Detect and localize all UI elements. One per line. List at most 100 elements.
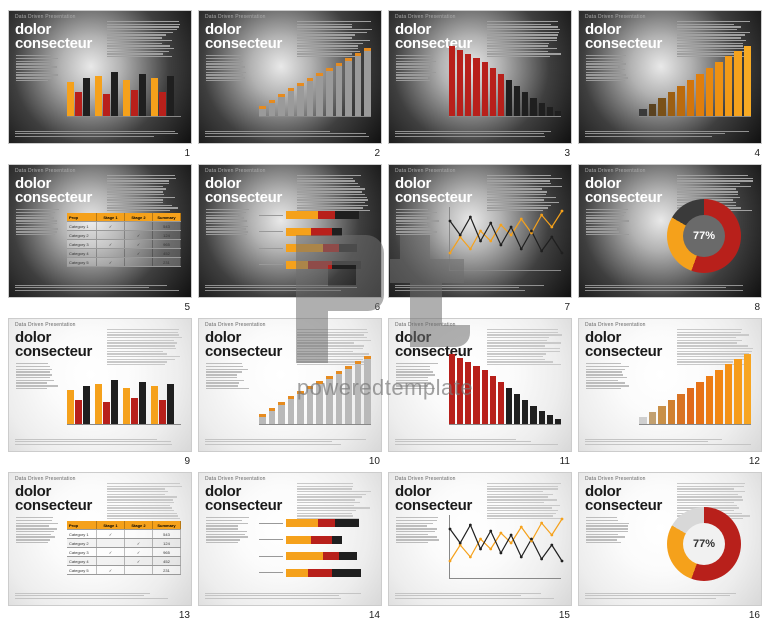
hbar-row — [259, 519, 371, 527]
table-row: Category 3✓✓965 — [67, 240, 181, 249]
slide-number: 4 — [754, 148, 760, 159]
hbar-row — [259, 552, 371, 560]
donut-pct-label: 77% — [683, 215, 725, 257]
slide-thumbnail[interactable]: Data Driven Presentationdolorconsecteur1… — [578, 318, 762, 466]
table-row: Category 2✓124 — [67, 539, 181, 548]
slide-pretitle: Data Driven Presentation — [205, 322, 266, 328]
slide-thumbnail[interactable]: Data Driven Presentationdolorconsecteur1… — [198, 472, 382, 620]
right-text-block — [107, 175, 185, 213]
left-text-block — [16, 363, 60, 391]
bar-group — [67, 78, 90, 116]
slide-thumbnail[interactable]: Data Driven Presentationdolorconsecteur1… — [198, 318, 382, 466]
slide-thumbnail[interactable]: Data Driven Presentation dolorconsecteur 7… — [578, 472, 762, 620]
slide-thumbnail[interactable]: Data Driven Presentationdolorconsecteur6 — [198, 164, 382, 312]
footer-text-block — [15, 285, 185, 292]
slide-number: 5 — [184, 302, 190, 313]
slide-number: 3 — [564, 148, 570, 159]
slide-pretitle: Data Driven Presentation — [205, 168, 266, 174]
slide-thumbnail[interactable]: Data Driven Presentationdolorconsecteur9 — [8, 318, 192, 466]
footer-text-block — [205, 439, 375, 446]
table-row: Category 4✓452 — [67, 249, 181, 258]
right-text-block — [107, 329, 185, 367]
footer-text-block — [585, 593, 755, 600]
slide: Data Driven Presentation dolorconsecteur — [198, 164, 382, 298]
slide-thumbnail[interactable]: Data Driven PresentationdolorconsecteurP… — [8, 472, 192, 620]
slide: Data Driven PresentationdolorconsecteurP… — [8, 164, 192, 298]
slide-title: dolorconsecteur — [205, 177, 282, 205]
footer-text-block — [205, 593, 375, 600]
slide-number: 2 — [374, 148, 380, 159]
bar-group — [95, 380, 118, 424]
descending-bar-chart — [449, 45, 561, 117]
slide-pretitle: Data Driven Presentation — [585, 476, 646, 482]
right-text-block — [297, 175, 375, 213]
slide: Data Driven Presentationdolorconsecteur — [388, 318, 572, 452]
slide-thumbnail[interactable]: Data Driven PresentationdolorconsecteurP… — [8, 164, 192, 312]
slide-title: dolorconsecteur — [205, 485, 282, 513]
bar-group — [151, 76, 174, 116]
left-text-block — [586, 209, 630, 237]
slide-pretitle: Data Driven Presentation — [585, 14, 646, 20]
ascending-bar-chart — [259, 355, 371, 425]
left-text-block — [396, 55, 440, 83]
slide-pretitle: Data Driven Presentation — [205, 14, 266, 20]
slide-pretitle: Data Driven Presentation — [15, 14, 76, 20]
donut-pct-label: 77% — [683, 523, 725, 565]
slide-title: dolorconsecteur — [15, 331, 92, 359]
table-row: Category 1✓543 — [67, 222, 181, 231]
table-row: Category 5✓231 — [67, 258, 181, 267]
hbar-row — [259, 211, 371, 219]
left-text-block — [206, 517, 250, 545]
gradient-bar-chart — [639, 45, 751, 117]
slide-number: 10 — [369, 456, 380, 467]
bar-group — [123, 382, 146, 424]
slide: Data Driven PresentationdolorconsecteurP… — [8, 472, 192, 606]
table-row: Category 3✓✓965 — [67, 548, 181, 557]
donut-chart: 77% — [667, 507, 741, 581]
footer-text-block — [585, 285, 755, 292]
slide: Data Driven Presentationdolorconsecteur — [578, 10, 762, 144]
slide-thumbnail[interactable]: Data Driven Presentationdolorconsecteur3 — [388, 10, 572, 158]
table-row: Category 2✓124 — [67, 231, 181, 240]
ascending-bar-chart — [259, 47, 371, 117]
footer-text-block — [585, 131, 755, 138]
left-text-block — [16, 209, 60, 237]
footer-text-block — [395, 439, 565, 446]
slide-title: dolorconsecteur — [585, 485, 662, 513]
bar-group — [151, 384, 174, 424]
slide-thumbnail[interactable]: Data Driven Presentationdolorconsecteur 1 — [8, 10, 192, 158]
left-text-block — [16, 55, 60, 83]
slide-pretitle: Data Driven Presentation — [205, 476, 266, 482]
left-text-block — [396, 209, 440, 237]
slide-number: 1 — [184, 148, 190, 159]
footer-text-block — [585, 439, 755, 446]
slide-title: dolorconsecteur — [15, 485, 92, 513]
bar-group — [95, 72, 118, 116]
slide-number: 8 — [754, 302, 760, 313]
slide: Data Driven Presentation dolorconsecteur — [8, 318, 192, 452]
slide-thumbnail[interactable]: Data Driven Presentationdolorconsecteur 4 — [578, 10, 762, 158]
slide-thumbnail[interactable]: Data Driven Presentationdolorconsecteur2 — [198, 10, 382, 158]
slide-pretitle: Data Driven Presentation — [15, 168, 76, 174]
footer-text-block — [15, 593, 185, 600]
slide-thumbnail[interactable]: Data Driven Presentationdolorconsecteur7… — [578, 164, 762, 312]
line-chart — [449, 515, 561, 579]
slide-pretitle: Data Driven Presentation — [15, 322, 76, 328]
donut-chart: 77% — [667, 199, 741, 273]
footer-text-block — [395, 131, 565, 138]
slide-pretitle: Data Driven Presentation — [585, 322, 646, 328]
hbar-row — [259, 569, 371, 577]
slide-thumbnail[interactable]: Data Driven Presentationdolorconsecteur1… — [388, 472, 572, 620]
slide: Data Driven Presentationdolorconsecteur7… — [578, 164, 762, 298]
slide-thumbnail[interactable]: Data Driven Presentationdolorconsecteur7 — [388, 164, 572, 312]
slide-pretitle: Data Driven Presentation — [395, 476, 456, 482]
slide: Data Driven Presentationdolorconsecteur — [8, 10, 192, 144]
horizontal-bar-chart — [259, 517, 371, 579]
slide: Data Driven Presentationdolorconsecteur — [578, 318, 762, 452]
footer-text-block — [15, 439, 185, 446]
left-text-block — [586, 363, 630, 391]
descending-bar-chart — [449, 353, 561, 425]
line-chart — [449, 207, 561, 271]
slide: Data Driven Presentationdolorconsecteur — [388, 472, 572, 606]
slide-thumbnail[interactable]: Data Driven Presentationdolorconsecteur1… — [388, 318, 572, 466]
